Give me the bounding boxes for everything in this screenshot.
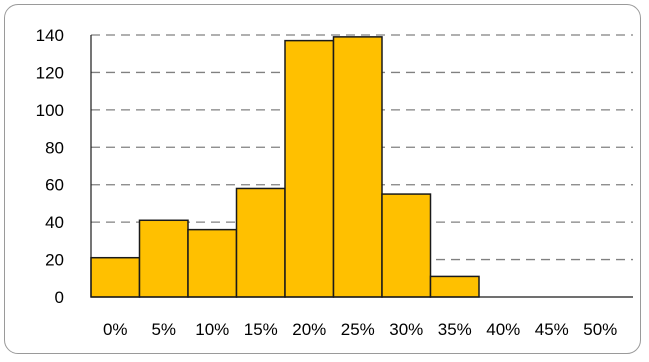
x-tick-label: 40%: [486, 320, 520, 339]
x-tick-label: 30%: [389, 320, 423, 339]
x-tick-label: 20%: [292, 320, 326, 339]
y-tick-label: 20: [45, 251, 64, 270]
x-tick-label: 15%: [244, 320, 278, 339]
bar-0%: [90, 256, 141, 298]
y-tick-label: 120: [36, 63, 64, 82]
y-tick-label: 140: [36, 26, 64, 45]
y-tick-label: 80: [45, 138, 64, 157]
y-tick-label: 40: [45, 213, 64, 232]
x-tick-label: 45%: [535, 320, 569, 339]
bar-30%: [381, 193, 432, 298]
x-tick-label: 10%: [195, 320, 229, 339]
x-tick-label: 0%: [103, 320, 128, 339]
y-tick-label: 100: [36, 101, 64, 120]
bar-5%: [138, 219, 189, 298]
y-tick-label: 0: [55, 288, 64, 307]
bar-25%: [332, 36, 383, 298]
x-tick-label: 35%: [438, 320, 472, 339]
bar-15%: [235, 187, 286, 298]
x-tick-labels: 0% 5% 10% 15% 20% 25% 30% 35% 40% 45% 50%: [103, 320, 617, 339]
bar-10%: [187, 228, 238, 298]
y-tick-label: 60: [45, 176, 64, 195]
bars: [90, 36, 480, 298]
y-tick-labels: 0 20 40 60 80 100 120 140: [36, 26, 64, 307]
x-tick-label: 25%: [341, 320, 375, 339]
x-tick-label: 5%: [151, 320, 176, 339]
axes: [90, 35, 633, 298]
bar-20%: [284, 39, 335, 298]
bar-35%: [429, 275, 480, 298]
x-tick-label: 50%: [583, 320, 617, 339]
